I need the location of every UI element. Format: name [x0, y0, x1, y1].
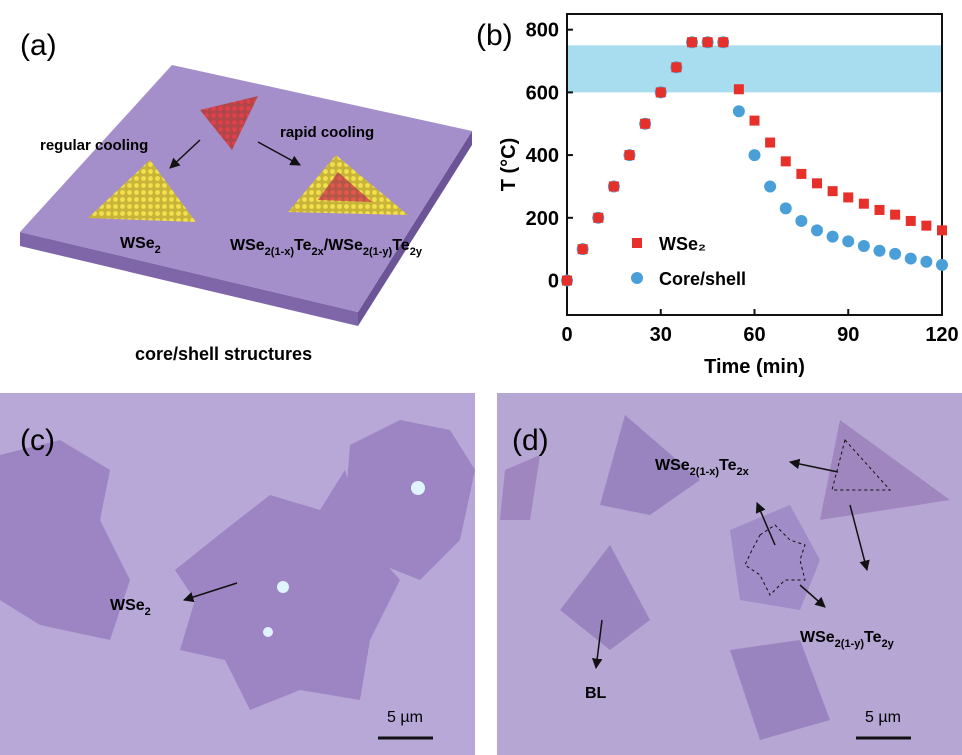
- point: [920, 256, 932, 268]
- legend-label: Core/shell: [659, 269, 746, 289]
- x-axis-title: Time (min): [704, 356, 805, 378]
- subscript: 2x: [737, 466, 750, 478]
- point: [843, 192, 853, 202]
- caption: core/shell structures: [135, 344, 312, 364]
- point: [734, 84, 744, 94]
- x-tick-label: 0: [561, 324, 572, 346]
- y-tick-label: 600: [526, 82, 559, 104]
- y-tick-label: 800: [526, 20, 559, 42]
- point: [780, 202, 792, 214]
- x-tick-label: 90: [837, 324, 859, 346]
- formula-part: WSe: [110, 597, 145, 614]
- point: [936, 259, 948, 271]
- panel-label: (c): [20, 424, 55, 457]
- label: regular cooling: [40, 137, 148, 154]
- point: [578, 244, 588, 254]
- subscript: 2x: [312, 246, 325, 258]
- y-axis-title: T (°C): [498, 138, 520, 192]
- point: [859, 199, 869, 209]
- point: [765, 138, 775, 148]
- point: [656, 87, 666, 97]
- point: [687, 37, 697, 47]
- formula-part: Te: [294, 237, 312, 254]
- panel-label: (d): [512, 424, 549, 457]
- point: [937, 225, 947, 235]
- subscript: 2y: [410, 246, 423, 258]
- point: [889, 248, 901, 260]
- point: [874, 245, 886, 257]
- point: [921, 221, 931, 231]
- point: [905, 253, 917, 265]
- legend-marker: [632, 238, 642, 248]
- point: [718, 37, 728, 47]
- point: [750, 116, 760, 126]
- subscript: 2(1-y): [363, 246, 393, 258]
- label: rapid cooling: [280, 124, 374, 141]
- y-tick-label: 200: [526, 208, 559, 230]
- chart-b: 0 200 400 600 800 0 30 60 90 120 Time (min) T (°C) (…: [476, 14, 959, 378]
- panel-label: (b): [476, 19, 513, 52]
- legend-marker: [631, 272, 643, 284]
- point: [640, 119, 650, 129]
- formula-part: Te: [392, 237, 410, 254]
- point: [795, 215, 807, 227]
- subscript: 2: [145, 606, 151, 618]
- point: [733, 105, 745, 117]
- point: [796, 169, 806, 179]
- formula-part: WSe: [655, 457, 690, 474]
- point: [811, 224, 823, 236]
- panel-d: (d) WSe2(1-x)Te2x WSe2(1-y)Te2y BL 5 µm: [497, 393, 962, 755]
- particle: [411, 481, 425, 495]
- label: BL: [585, 685, 607, 702]
- panel-label: (a): [20, 29, 57, 62]
- point: [827, 231, 839, 243]
- micrograph: [497, 393, 962, 755]
- particle: [277, 581, 289, 593]
- point: [671, 62, 681, 72]
- point: [749, 149, 761, 161]
- point: [703, 37, 713, 47]
- point: [842, 235, 854, 247]
- formula-part: Te: [719, 457, 737, 474]
- point: [828, 186, 838, 196]
- formula-part: Te: [864, 629, 882, 646]
- point: [609, 181, 619, 191]
- scale-label: 5 µm: [865, 709, 901, 726]
- formula-part: WSe: [230, 237, 265, 254]
- particle: [263, 627, 273, 637]
- subscript: 2: [155, 244, 161, 256]
- scale-label: 5 µm: [387, 709, 423, 726]
- subscript: 2y: [882, 638, 895, 650]
- formula-part: /WSe: [324, 237, 363, 254]
- x-tick-label: 120: [925, 324, 958, 346]
- point: [781, 156, 791, 166]
- point: [764, 180, 776, 192]
- highlight-band: [567, 45, 942, 92]
- formula-part: WSe: [800, 629, 835, 646]
- point: [906, 216, 916, 226]
- point: [875, 205, 885, 215]
- point: [562, 276, 572, 286]
- subscript: 2(1-x): [690, 466, 720, 478]
- figure: (a) regular cooling rapid cooling WSe2 W…: [0, 0, 962, 755]
- legend-label: WSe₂: [659, 234, 706, 254]
- subscript: 2(1-x): [265, 246, 295, 258]
- x-tick-label: 60: [743, 324, 765, 346]
- panel-c: (c) WSe2 5 µm: [0, 393, 475, 755]
- point: [625, 150, 635, 160]
- y-tick-label: 400: [526, 145, 559, 167]
- panel-a: (a) regular cooling rapid cooling WSe2 W…: [20, 29, 472, 364]
- point: [593, 213, 603, 223]
- y-tick-label: 0: [548, 271, 559, 293]
- formula-part: WSe: [120, 235, 155, 252]
- point: [890, 210, 900, 220]
- point: [812, 178, 822, 188]
- subscript: 2(1-y): [835, 638, 865, 650]
- x-tick-label: 30: [650, 324, 672, 346]
- point: [858, 240, 870, 252]
